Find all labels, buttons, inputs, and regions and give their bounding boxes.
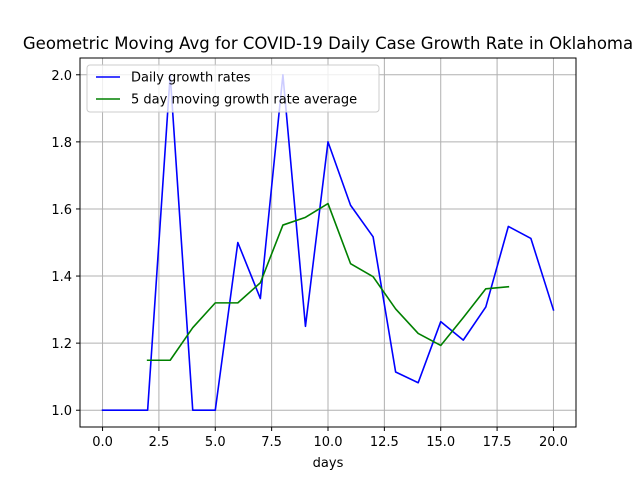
x-tick-label: 12.5 [370, 435, 399, 450]
y-tick-label: 1.4 [51, 270, 72, 285]
chart-title: Geometric Moving Avg for COVID-19 Daily … [23, 34, 633, 53]
legend-entry: 5 day moving growth rate average [131, 93, 357, 108]
x-tick-label: 15.0 [426, 435, 455, 450]
y-tick-label: 2.0 [51, 69, 72, 84]
series-layer [101, 73, 555, 412]
x-tick-label: 2.5 [149, 435, 170, 450]
y-tick-label: 1.0 [51, 404, 72, 419]
y-tick-label: 1.2 [51, 337, 72, 352]
x-tick-label: 10.0 [314, 435, 343, 450]
x-axis-label: days [313, 456, 344, 471]
series-line-1 [101, 73, 555, 412]
x-tick-label: 0.0 [92, 435, 113, 450]
y-tick-label: 1.8 [51, 136, 72, 151]
x-tick-label: 7.5 [261, 435, 282, 450]
x-axis: 0.0 2.5 5.0 7.5 10.0 12.5 15.0 17.5 20.0 [92, 427, 568, 450]
series-line-2 [146, 202, 510, 362]
x-tick-label: 17.5 [483, 435, 512, 450]
legend: Daily growth rates 5 day moving growth ra… [86, 64, 380, 113]
x-tick-label: 20.0 [539, 435, 568, 450]
legend-entry: Daily growth rates [131, 71, 251, 86]
x-tick-label: 5.0 [205, 435, 226, 450]
legend-box [86, 64, 380, 113]
y-axis: 1.0 1.2 1.4 1.6 1.8 2.0 [51, 69, 80, 419]
y-tick-label: 1.6 [51, 203, 72, 218]
